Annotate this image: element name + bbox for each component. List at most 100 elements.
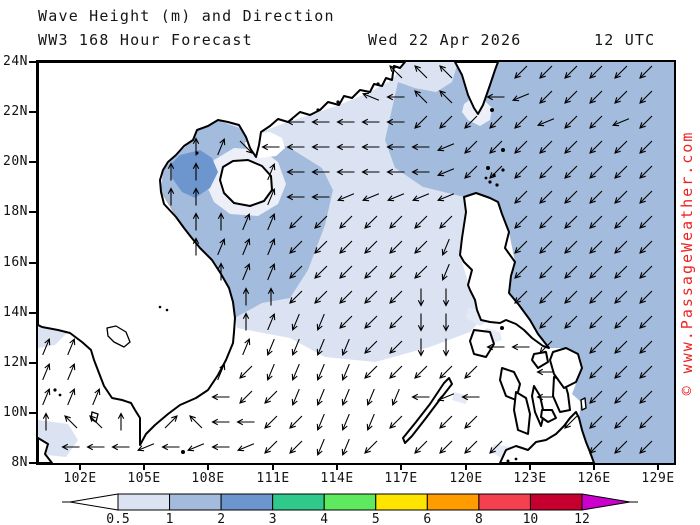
lon-label: 129E [641, 471, 675, 486]
wave-arrow [436, 143, 455, 152]
lat-label: 12N [3, 355, 28, 370]
wave-arrow [42, 412, 50, 431]
colorbar-segment [323, 493, 377, 511]
lon-tick [593, 463, 595, 470]
wave-arrow [161, 443, 180, 451]
wave-arrow [217, 137, 226, 156]
wave-arrow [291, 388, 300, 407]
wave-arrow [289, 290, 303, 304]
wave-arrow [314, 265, 328, 279]
wave-arrow [411, 168, 430, 176]
lon-tick [465, 463, 467, 470]
lon-tick [529, 463, 531, 470]
lat-tick [29, 412, 36, 414]
wave-arrow [89, 415, 103, 429]
wave-arrow [341, 438, 350, 457]
wave-arrow [336, 168, 355, 176]
wave-arrow [514, 65, 528, 79]
wave-arrow [614, 440, 628, 454]
lat-label: 16N [3, 255, 28, 270]
wave-arrow [539, 90, 553, 104]
wave-arrow [564, 190, 578, 204]
wave-arrow [639, 240, 653, 254]
lon-label: 117E [384, 471, 418, 486]
wave-arrow [266, 338, 275, 357]
lat-label: 24N [3, 54, 28, 69]
lat-tick [29, 161, 36, 163]
wave-arrow [442, 313, 450, 332]
wave-arrow [536, 118, 555, 127]
passageweather-watermark: © www.PassageWeather.com [678, 130, 696, 396]
wave-arrow [514, 140, 528, 154]
wave-arrow [264, 390, 278, 404]
wave-arrow [291, 338, 300, 357]
map-canvas [37, 61, 674, 464]
wave-height-shading [38, 62, 674, 463]
wave-arrow [589, 165, 603, 179]
wave-arrow [386, 143, 405, 151]
colorbar-segment [272, 493, 325, 511]
wave-arrow [364, 315, 378, 329]
wave-arrow [589, 440, 603, 454]
wave-arrow [442, 338, 450, 357]
wave-arrow [192, 187, 200, 206]
wave-arrow [414, 90, 428, 104]
wave-arrow [439, 215, 453, 229]
wave-arrow [564, 240, 578, 254]
colorbar-label: 10 [523, 512, 539, 525]
lon-label: 126E [577, 471, 611, 486]
wave-arrow [564, 65, 578, 79]
wave-arrow [511, 343, 530, 351]
colorbar-segment [426, 493, 480, 511]
wave-arrow [639, 90, 653, 104]
wave-arrow [564, 215, 578, 229]
island-taiwan [454, 61, 499, 115]
wave-arrow [239, 365, 253, 379]
lake-tonle-sap [106, 325, 131, 348]
wave-arrow [364, 265, 378, 279]
colorbar-label: 3 [269, 512, 277, 525]
wave-arrow [42, 337, 51, 356]
wave-arrow [361, 92, 380, 101]
island-luzon [459, 192, 550, 349]
wave-arrow [336, 193, 355, 202]
lat-tick [29, 362, 36, 364]
wave-arrow [136, 443, 155, 452]
coastline-mindanao [499, 411, 595, 464]
region-cuyo-pale [452, 392, 468, 404]
wave-arrow [489, 140, 503, 154]
wave-arrow [314, 290, 328, 304]
wave-arrow [514, 265, 528, 279]
wave-arrow [639, 115, 653, 129]
wave-arrow [439, 90, 453, 104]
wave-arrow [464, 115, 478, 129]
wave-arrow [417, 338, 425, 357]
wave-arrow [614, 265, 628, 279]
wave-arrow [589, 315, 603, 329]
wave-arrow [539, 340, 553, 354]
wave-arrow [186, 443, 205, 452]
wave-arrow [489, 165, 503, 179]
coastline-mainland-asia [37, 61, 406, 446]
wave-arrow [539, 165, 553, 179]
wave-arrow [611, 118, 630, 127]
wave-arrow [242, 337, 251, 356]
wave-arrow [564, 315, 578, 329]
wave-arrow [242, 212, 251, 231]
wave-arrow [514, 190, 528, 204]
wave-arrow [436, 168, 455, 177]
wave-arrow [267, 237, 276, 256]
wave-arrow [217, 262, 225, 281]
wave-arrow [436, 193, 455, 202]
wave-arrow [514, 115, 528, 129]
wave-arrow [389, 240, 403, 254]
wave-arrow [67, 362, 76, 381]
wave-arrow [311, 193, 330, 201]
wave-arrow [291, 363, 300, 382]
region-tonkin-dark-patch [172, 150, 218, 198]
wave-arrow [217, 362, 226, 381]
wave-arrow [614, 340, 628, 354]
wave-arrow [539, 215, 553, 229]
wave-arrow [236, 418, 255, 426]
wave-arrow [639, 215, 653, 229]
